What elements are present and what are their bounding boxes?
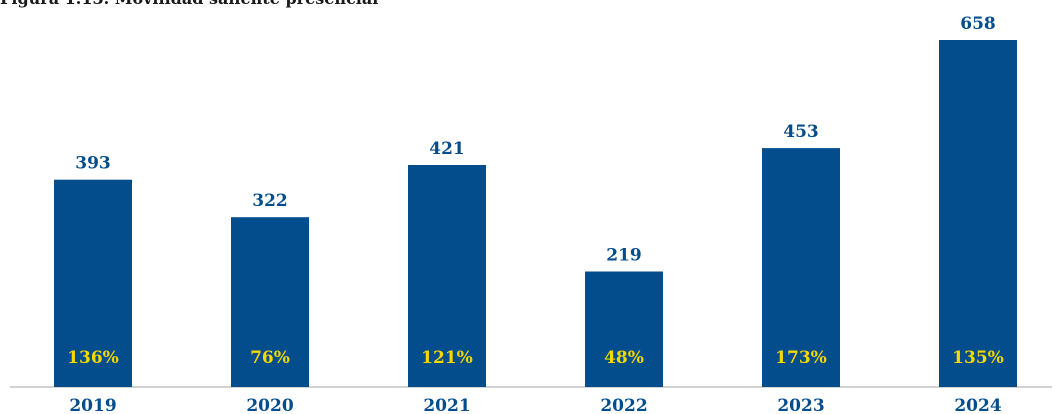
value-label-2020: 322	[252, 191, 288, 211]
bar-2022	[585, 271, 663, 387]
x-tick-label-2023: 2023	[777, 396, 824, 414]
x-tick-label-2019: 2019	[69, 396, 116, 414]
x-tick-label-2024: 2024	[954, 396, 1001, 414]
labels-group: 393 136% 2019 322 76% 2020 421 121% 2021 219 48% 20…	[67, 14, 1004, 414]
growth-label-2019: 136%	[67, 348, 119, 368]
bar-2020	[231, 217, 309, 387]
growth-label-2024: 135%	[952, 348, 1004, 368]
growth-label-2022: 48%	[604, 348, 644, 368]
growth-label-2021: 121%	[421, 348, 473, 368]
bar-2021	[408, 165, 486, 387]
x-tick-label-2020: 2020	[246, 396, 293, 414]
bar-2023	[762, 148, 840, 387]
bar-2024	[939, 40, 1017, 387]
chart-title: Figura 1.13. Movilidad saliente presenci…	[0, 0, 378, 8]
value-label-2019: 393	[75, 154, 111, 174]
value-label-2023: 453	[783, 122, 819, 142]
value-label-2021: 421	[429, 139, 465, 159]
bar-2019	[54, 179, 132, 387]
x-tick-label-2021: 2021	[423, 396, 470, 414]
growth-label-2020: 76%	[250, 348, 290, 368]
bars-group	[54, 40, 1017, 387]
value-label-2024: 658	[960, 14, 996, 34]
value-label-2022: 219	[606, 246, 642, 266]
x-tick-label-2022: 2022	[600, 396, 647, 414]
growth-label-2023: 173%	[775, 348, 827, 368]
